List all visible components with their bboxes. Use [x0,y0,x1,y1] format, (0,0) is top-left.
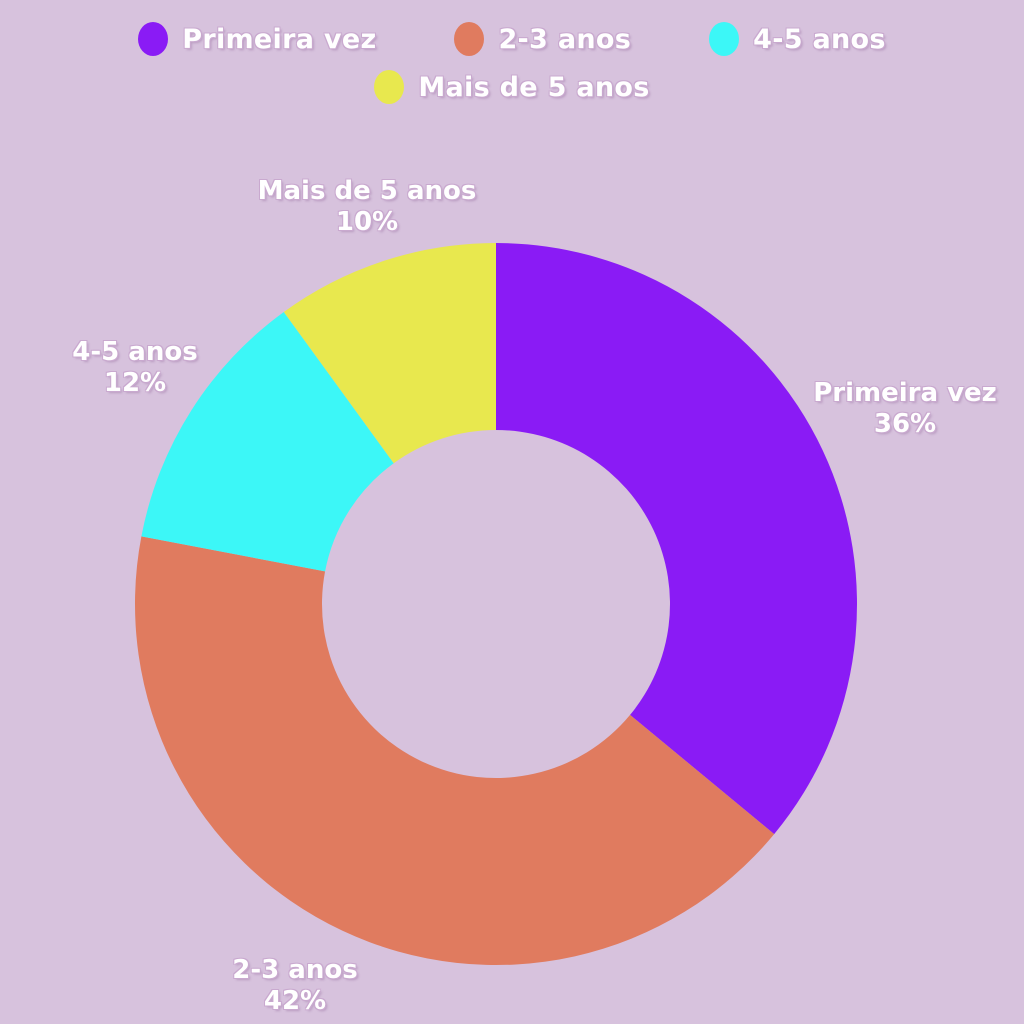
donut-slice-primeira-vez[interactable] [496,243,858,835]
slice-label-name-4-5-anos: 4-5 anos [72,337,198,367]
legend-circle-marker-4-5-anos [709,22,740,56]
slice-label-name-primeira-vez: Primeira vez [813,378,997,408]
slice-label-pct-primeira-vez: 36% [873,408,937,439]
slice-label-2-3-anos: 2-3 anos 42% [180,955,410,1016]
slice-label-mais-de-5-anos: Mais de 5 anos 10% [252,176,482,237]
legend-circle-marker-2-3-anos [454,22,485,56]
legend-label-2-3-anos: 2-3 anos [498,23,632,55]
donut-slice-mais-de-5-anos[interactable] [283,243,496,464]
legend-label-4-5-anos: 4-5 anos [753,23,886,55]
slice-label-primeira-vez: Primeira vez 36% [790,378,1020,439]
slice-label-pct-2-3-anos: 42% [263,985,327,1016]
slice-label-name-mais-de-5-anos: Mais de 5 anos [257,176,477,206]
slice-label-pct-4-5-anos: 12% [103,367,167,398]
legend-item-2-3-anos[interactable]: 2-3 anos [454,22,631,56]
slice-label-pct-mais-de-5-anos: 10% [335,206,399,237]
legend-circle-marker-mais-de-5-anos [374,70,405,104]
donut-slice-4-5-anos[interactable] [141,311,394,572]
slice-label-4-5-anos: 4-5 anos 12% [20,337,250,398]
legend-label-primeira-vez: Primeira vez [182,23,377,55]
legend-label-mais-de-5-anos: Mais de 5 anos [418,71,650,103]
legend-row-1: Primeira vez 2-3 anos 4-5 anos [138,22,886,56]
slice-label-name-2-3-anos: 2-3 anos [232,955,358,985]
chart-legend: Primeira vez 2-3 anos 4-5 anos Mais de 5… [0,22,1024,104]
legend-row-2: Mais de 5 anos [374,70,649,104]
donut-slice-2-3-anos[interactable] [134,536,775,966]
legend-circle-marker-primeira-vez [138,22,169,56]
legend-item-primeira-vez[interactable]: Primeira vez [138,22,376,56]
legend-item-4-5-anos[interactable]: 4-5 anos [709,22,886,56]
legend-item-mais-de-5-anos[interactable]: Mais de 5 anos [374,70,649,104]
donut-slice-group [134,243,858,966]
